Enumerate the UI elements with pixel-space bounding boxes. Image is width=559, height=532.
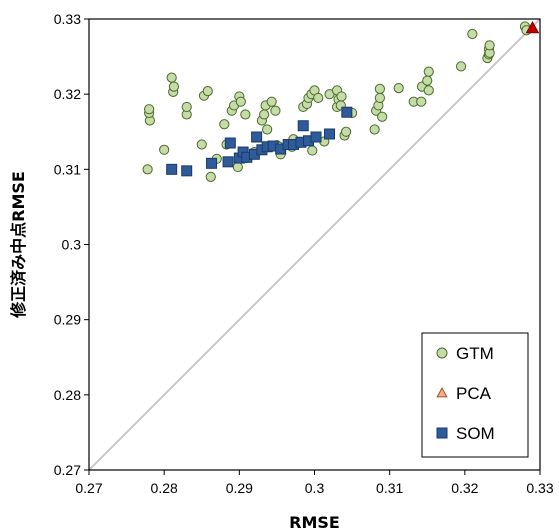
- gtm-point: [270, 105, 281, 116]
- gtm-point: [416, 96, 427, 107]
- x-tick-label: 0.32: [451, 480, 478, 496]
- x-axis-title: RMSE: [289, 513, 340, 532]
- gtm-point: [374, 92, 385, 104]
- gtm-point: [307, 145, 318, 156]
- pca-legend-marker: [436, 387, 448, 398]
- legend-label: GTM: [456, 344, 494, 363]
- legend-label: PCA: [456, 384, 492, 403]
- gtm-point: [235, 96, 246, 107]
- som-point: [206, 157, 218, 169]
- gtm-point: [232, 161, 243, 173]
- points-layer: [142, 21, 540, 182]
- gtm-point: [219, 119, 230, 130]
- som-point: [222, 156, 234, 168]
- x-tick-label: 0.29: [226, 480, 253, 496]
- gtm-point: [159, 144, 170, 155]
- gtm-point: [202, 86, 213, 97]
- gtm-point: [266, 96, 277, 107]
- gtm-point: [313, 92, 324, 104]
- x-tick-label: 0.27: [75, 480, 102, 496]
- som-point: [166, 163, 178, 175]
- diagonal-reference-line: [88, 18, 541, 471]
- gtm-point: [262, 124, 273, 135]
- x-tick-label: 0.31: [376, 480, 403, 496]
- y-tick-label: 0.27: [54, 462, 81, 478]
- gtm-point: [369, 124, 380, 135]
- gtm-point: [377, 111, 388, 122]
- y-tick-label: 0.31: [54, 161, 81, 177]
- gtm-point: [196, 139, 207, 150]
- y-tick-label: 0.32: [54, 86, 81, 102]
- y-tick-label: 0.29: [54, 312, 81, 328]
- gtm-point: [259, 109, 270, 120]
- gtm-point: [374, 83, 385, 95]
- som-point: [224, 137, 236, 149]
- x-tick-label: 0.33: [526, 480, 553, 496]
- som-point: [310, 131, 322, 143]
- legend-label: SOM: [456, 424, 495, 443]
- gtm-point: [467, 28, 478, 40]
- gtm-point: [423, 66, 434, 77]
- som-point: [324, 128, 336, 140]
- som-point: [297, 120, 309, 132]
- gtm-point: [142, 164, 153, 175]
- y-tick-label: 0.28: [54, 387, 81, 403]
- y-tick-label: 0.3: [62, 237, 82, 253]
- gtm-point: [168, 81, 180, 92]
- som-point: [181, 165, 193, 177]
- gtm-point: [455, 61, 467, 72]
- gtm-legend-marker: [436, 347, 448, 359]
- pca-point: [525, 21, 540, 34]
- gtm-point: [336, 91, 347, 102]
- plot-area: [88, 18, 541, 471]
- gtm-point: [240, 109, 251, 120]
- gtm-point: [144, 104, 155, 115]
- som-point: [251, 131, 263, 143]
- x-tick-label: 0.3: [305, 480, 325, 496]
- x-tick-label: 0.28: [151, 480, 178, 496]
- y-axis-title: 修正済み中点RMSE: [9, 171, 28, 319]
- gtm-point: [340, 126, 352, 137]
- gtm-point: [422, 75, 433, 86]
- som-point: [341, 106, 353, 118]
- gtm-point: [393, 83, 404, 94]
- gtm-point: [166, 72, 177, 83]
- legend: GTM PCA SOM: [421, 332, 529, 458]
- som-legend-marker: [436, 427, 448, 439]
- gtm-point: [205, 171, 216, 182]
- gtm-point: [484, 40, 495, 51]
- y-tick-label: 0.33: [54, 11, 81, 27]
- gtm-point: [181, 101, 192, 113]
- axes-layer: 0.27 0.28 0.29 0.3 0.31 0.32 0.33 0.27 0.28 0.29 0…: [54, 11, 554, 496]
- gtm-point: [423, 85, 434, 96]
